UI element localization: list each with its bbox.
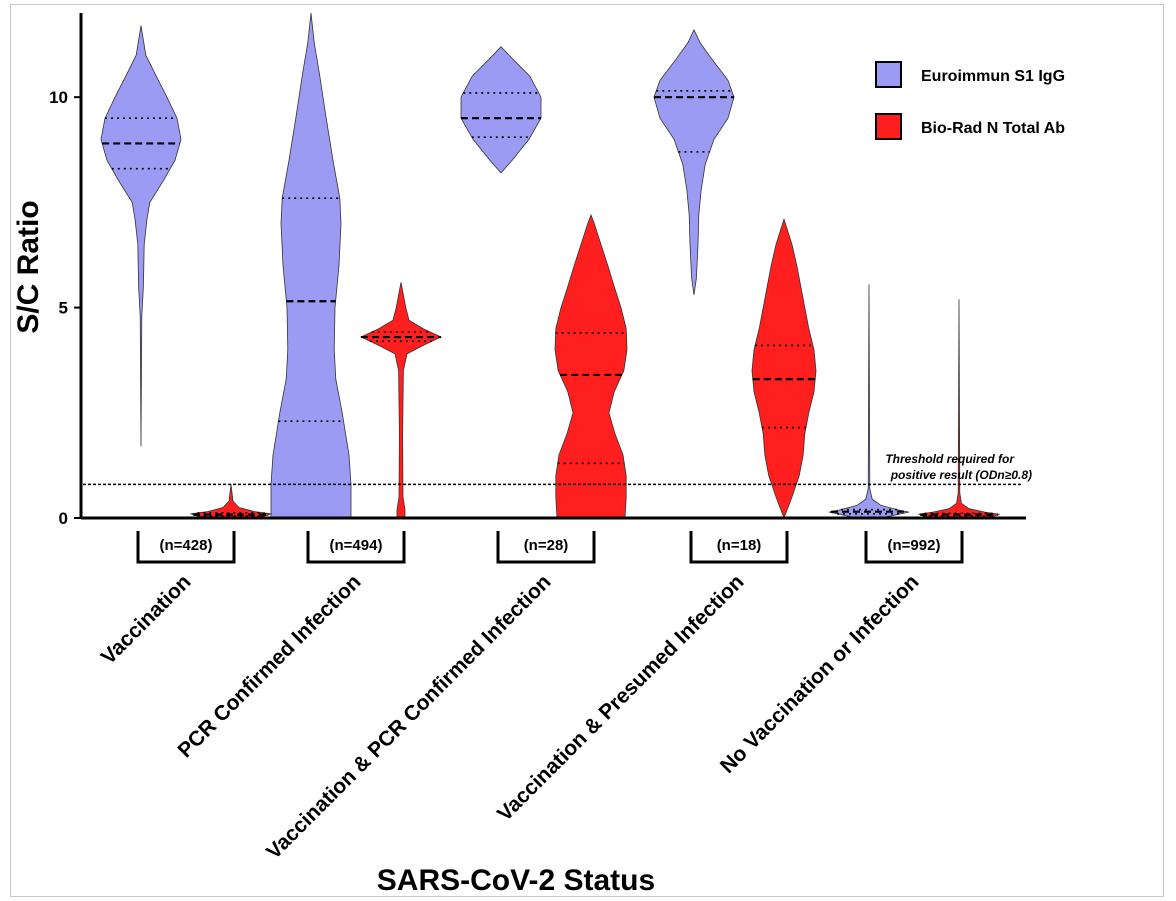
y-tick-label: 10 [49,88,68,107]
violin-euroimmun-group-1 [100,25,182,447]
violin-shape [751,217,817,520]
group-bracket [136,531,236,564]
violin-biorad-group-5 [917,299,1001,519]
y-tick-label: 5 [59,299,68,318]
group-bracket [689,531,789,564]
axes-layer: Threshold required for positive result (… [79,13,1032,520]
violin-euroimmun-group-3 [460,46,542,174]
threshold-label-line2: positive result (ODn≥0.8) [890,468,1032,482]
violin-shape [270,12,352,519]
y-tick-label: 0 [59,509,68,528]
group-n-label: (n=992) [888,537,941,554]
violin-shape [360,282,442,519]
group-n-label: (n=28) [524,537,569,554]
y-ticks: 0 5 10 [49,88,81,528]
group-bracket [496,531,596,564]
group-n-label: (n=18) [717,537,762,554]
violin-biorad-group-4 [751,217,817,520]
violins-layer [100,12,1001,520]
violin-shape [828,284,910,519]
group-n-label: (n=494) [330,537,383,554]
violin-euroimmun-group-5 [828,284,910,519]
legend-label: Euroimmun S1 IgG [921,68,1065,85]
violin-shape [460,46,542,174]
violin-biorad-group-1 [189,484,273,519]
group-bracket [864,531,964,564]
x-axis-title: SARS-CoV-2 Status [377,864,655,896]
violin-shape [100,25,182,447]
legend-swatch [875,61,902,88]
violin-biorad-group-3 [554,213,628,519]
group-n-label: (n=428) [160,537,213,554]
threshold-label-line1: Threshold required for [885,452,1015,466]
legend-swatch [875,113,902,140]
violin-shape [554,213,628,519]
violin-euroimmun-group-2 [270,12,352,519]
violin-shape [653,28,735,296]
group-bracket [306,531,406,564]
category-label: No Vaccination or Infection [716,570,924,778]
group-brackets: (n=428) (n=494) (n=28) (n=18) (n=992) [136,531,964,564]
violin-euroimmun-group-4 [653,28,735,296]
violin-chart: Threshold required for positive result (… [12,12,1065,897]
violin-shape [917,299,1001,519]
violin-biorad-group-2 [360,282,442,519]
legend: Euroimmun S1 IgG Bio-Rad N Total Ab [875,61,1065,140]
chart-frame: Threshold required for positive result (… [10,4,1164,897]
y-axis-title: S/C Ratio [12,200,45,333]
category-label: Vaccination [97,570,196,669]
legend-label: Bio-Rad N Total Ab [921,120,1065,137]
category-label: PCR Confirmed Infection [174,570,366,762]
